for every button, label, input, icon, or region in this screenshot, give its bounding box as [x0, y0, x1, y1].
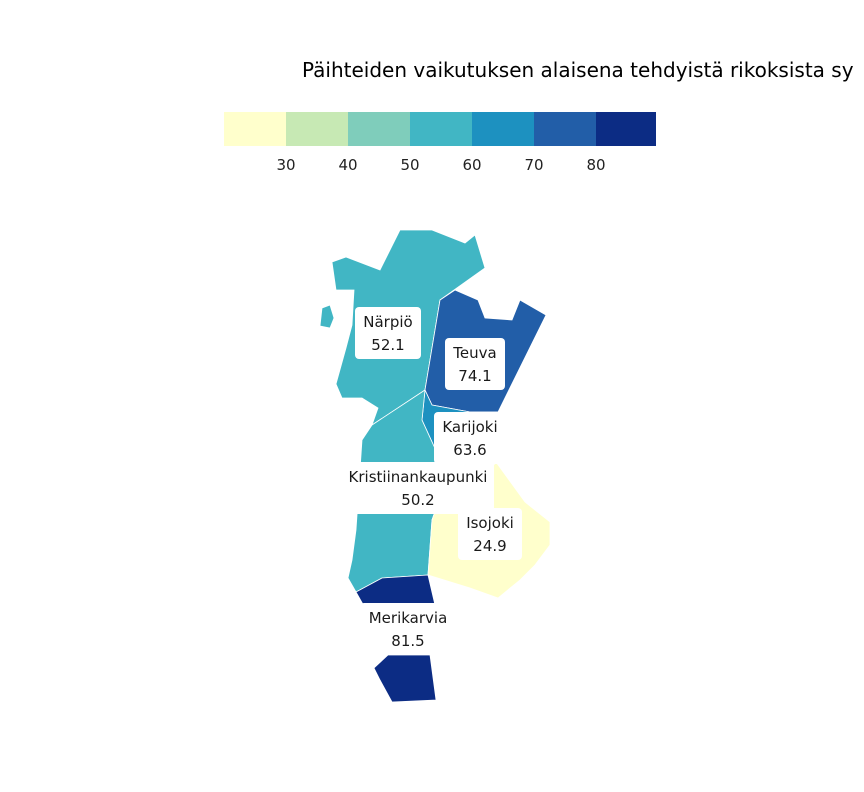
label-merikarvia: Merikarvia 81.5 — [360, 603, 456, 655]
label-value: 52.1 — [371, 336, 404, 354]
label-value: 63.6 — [453, 441, 486, 459]
label-box — [458, 508, 522, 560]
label-value: 81.5 — [391, 632, 424, 650]
legend-swatch-1 — [224, 112, 286, 146]
legend-swatch-6 — [534, 112, 596, 146]
legend-swatch-7 — [596, 112, 656, 146]
legend: 30 40 50 60 70 80 — [224, 112, 656, 174]
legend-swatch-3 — [348, 112, 410, 146]
label-value: 50.2 — [401, 491, 434, 509]
label-karijoki: Karijoki 63.6 — [434, 412, 506, 464]
legend-tick-60: 60 — [462, 156, 481, 174]
legend-tick-80: 80 — [586, 156, 605, 174]
label-name: Karijoki — [442, 418, 497, 436]
legend-tick-40: 40 — [338, 156, 357, 174]
label-kristiinankaupunki: Kristiinankaupunki 50.2 — [342, 462, 494, 514]
region-labels: Närpiö 52.1 Teuva 74.1 Karijoki 63.6 Kri… — [342, 307, 522, 655]
label-name: Närpiö — [363, 313, 412, 331]
label-name: Teuva — [452, 344, 496, 362]
label-box — [434, 412, 506, 464]
label-narpio: Närpiö 52.1 — [355, 307, 421, 359]
map-title: Päihteiden vaikutuksen alaisena tehdyist… — [302, 58, 854, 82]
label-value: 74.1 — [458, 367, 491, 385]
legend-swatch-2 — [286, 112, 348, 146]
legend-tick-50: 50 — [400, 156, 419, 174]
legend-swatch-5 — [472, 112, 534, 146]
region-narpio-island[interactable] — [319, 304, 335, 329]
label-box — [355, 307, 421, 359]
legend-tick-70: 70 — [524, 156, 543, 174]
legend-tick-30: 30 — [276, 156, 295, 174]
legend-swatch-4 — [410, 112, 472, 146]
label-value: 24.9 — [473, 537, 506, 555]
label-name: Kristiinankaupunki — [349, 468, 488, 486]
label-isojoki: Isojoki 24.9 — [458, 508, 522, 560]
label-name: Isojoki — [466, 514, 514, 532]
label-teuva: Teuva 74.1 — [445, 338, 505, 390]
label-box — [342, 462, 494, 514]
label-box — [360, 603, 456, 655]
label-name: Merikarvia — [369, 609, 448, 627]
label-box — [445, 338, 505, 390]
